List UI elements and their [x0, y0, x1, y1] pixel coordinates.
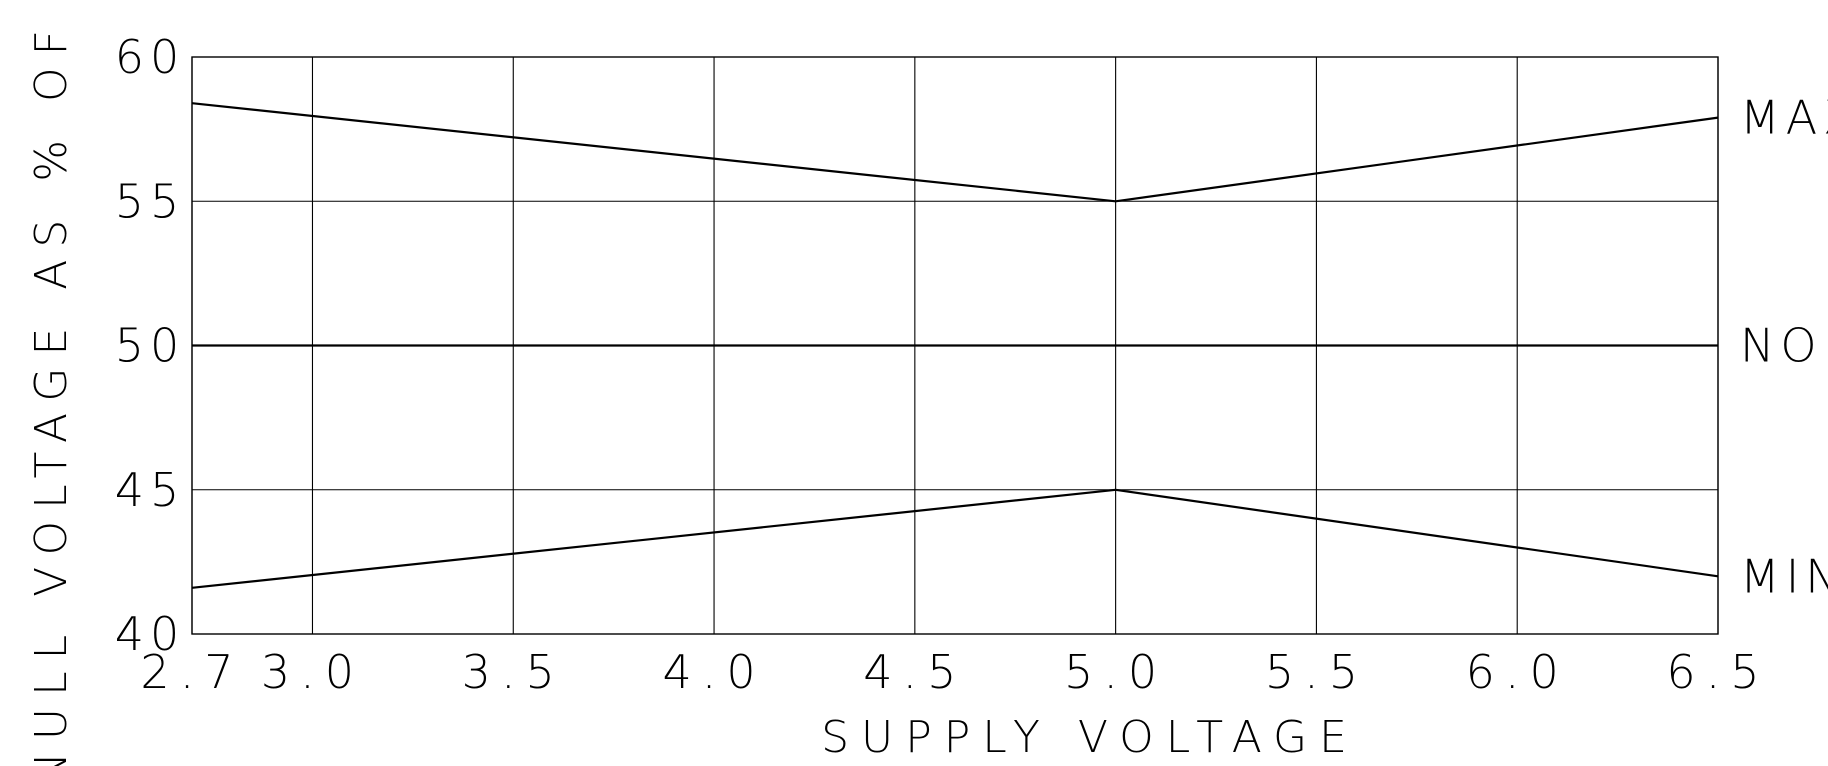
x-tick-label: 4.0: [662, 645, 765, 699]
x-tick-label: 6.5: [1666, 645, 1769, 699]
chart-series: [191, 102, 1719, 589]
series-line-min: [191, 488, 1719, 589]
y-tick-label: 55: [115, 174, 186, 228]
x-axis-title: SUPPLY VOLTAGE: [821, 712, 1359, 763]
x-axis-ticks: 2.7 3.0 3.5 4.0 4.5 5.0 5.5 6.0 6.5: [140, 645, 1769, 699]
x-tick-label: 5.5: [1265, 645, 1368, 699]
y-tick-label: 50: [115, 319, 186, 373]
y-axis-title: NULL VOLTAGE AS % OF Vs: [26, 0, 77, 766]
series-line-max: [191, 102, 1719, 203]
x-tick-label: 4.5: [863, 645, 966, 699]
x-tick-label: 6.0: [1466, 645, 1569, 699]
y-axis-ticks: 40 45 50 55 60: [115, 30, 186, 661]
x-tick-label: 5.0: [1064, 645, 1167, 699]
y-tick-label: 45: [115, 463, 186, 517]
x-tick-label: 3.0: [261, 645, 364, 699]
series-label-min: MIN: [1740, 549, 1828, 603]
series-labels: MAX NOM MIN: [1740, 91, 1828, 604]
y-tick-label: 40: [115, 607, 186, 661]
x-tick-label: 3.5: [462, 645, 565, 699]
y-tick-label: 60: [115, 30, 186, 84]
x-tick-label: 2.7: [140, 645, 243, 699]
series-label-max: MAX: [1740, 91, 1828, 145]
series-label-nom: NOM: [1740, 319, 1828, 373]
